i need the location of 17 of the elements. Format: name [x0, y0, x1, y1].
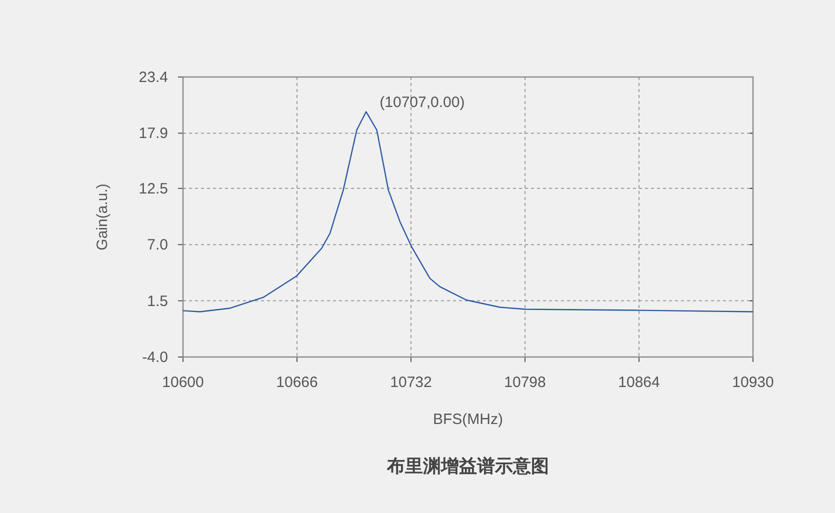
y-tick-label: -4.0 [142, 349, 168, 366]
y-tick-label: 17.9 [138, 125, 168, 142]
x-tick-label: 10798 [504, 374, 546, 391]
annotation: (10707,0.00) [380, 94, 465, 111]
line-series [182, 111, 754, 312]
y-tick-label: 23.4 [138, 69, 168, 86]
y-tick-label: 12.5 [138, 180, 168, 198]
x-axis-title: BFS(MHz) [433, 411, 503, 428]
y-tick-label: 1.5 [147, 292, 168, 310]
y-tick-label: 7.0 [147, 236, 168, 254]
x-tick-label: 10732 [390, 374, 432, 391]
x-tick-label: 10600 [162, 374, 204, 391]
x-tick-label: 10666 [276, 374, 318, 391]
y-axis-title: Gain(a.u.) [94, 184, 111, 250]
x-tick-label: 10930 [732, 374, 774, 391]
text: 布里渊增益谱示意图 [386, 456, 549, 476]
x-tick-label: 10864 [618, 374, 660, 391]
